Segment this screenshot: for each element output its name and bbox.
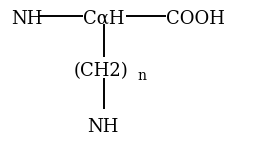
Text: (CH2): (CH2) [73, 62, 128, 80]
Text: COOH: COOH [166, 10, 225, 28]
Text: CαH: CαH [83, 10, 125, 28]
Text: NH: NH [11, 10, 42, 28]
Text: n: n [137, 69, 146, 83]
Text: NH: NH [87, 118, 119, 136]
